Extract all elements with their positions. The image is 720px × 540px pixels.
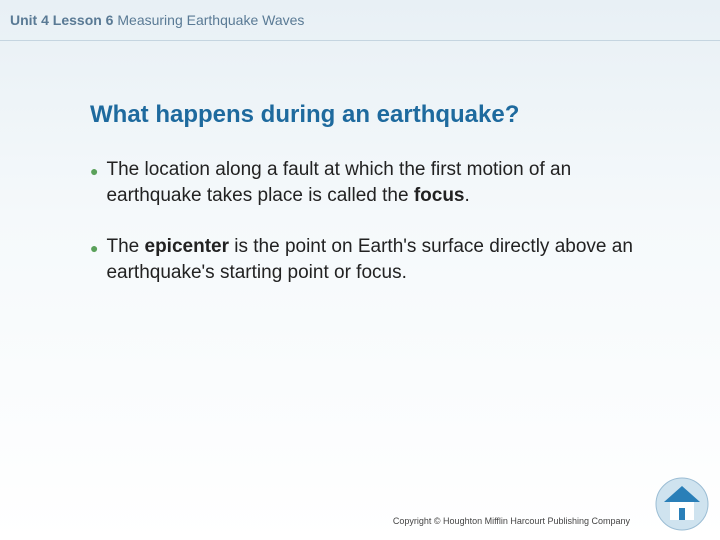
copyright-footer: Copyright © Houghton Mifflin Harcourt Pu… xyxy=(393,516,630,526)
lesson-title: Measuring Earthquake Waves xyxy=(117,12,304,28)
bullet-pre: The xyxy=(106,236,144,257)
bullet-text: The location along a fault at which the … xyxy=(106,157,640,208)
lesson-label: Lesson 6 xyxy=(53,12,114,28)
bullet-item: ● The location along a fault at which th… xyxy=(90,157,640,208)
bullet-pre: The location along a fault at which the … xyxy=(106,159,571,206)
unit-label: Unit 4 xyxy=(10,12,49,28)
bullet-post: . xyxy=(465,185,470,206)
slide-header: Unit 4 Lesson 6 Measuring Earthquake Wav… xyxy=(0,0,720,41)
bullet-bold: epicenter xyxy=(145,236,229,257)
bullet-dot-icon: ● xyxy=(90,239,98,258)
header-text: Unit 4 Lesson 6 Measuring Earthquake Wav… xyxy=(10,12,304,28)
bullet-item: ● The epicenter is the point on Earth's … xyxy=(90,234,640,285)
bullet-text: The epicenter is the point on Earth's su… xyxy=(106,234,640,285)
slide-content: What happens during an earthquake? ● The… xyxy=(0,41,720,286)
bullet-dot-icon: ● xyxy=(90,162,98,181)
bullet-bold: focus xyxy=(414,185,465,206)
page-title: What happens during an earthquake? xyxy=(90,101,640,129)
home-icon[interactable] xyxy=(654,476,710,532)
